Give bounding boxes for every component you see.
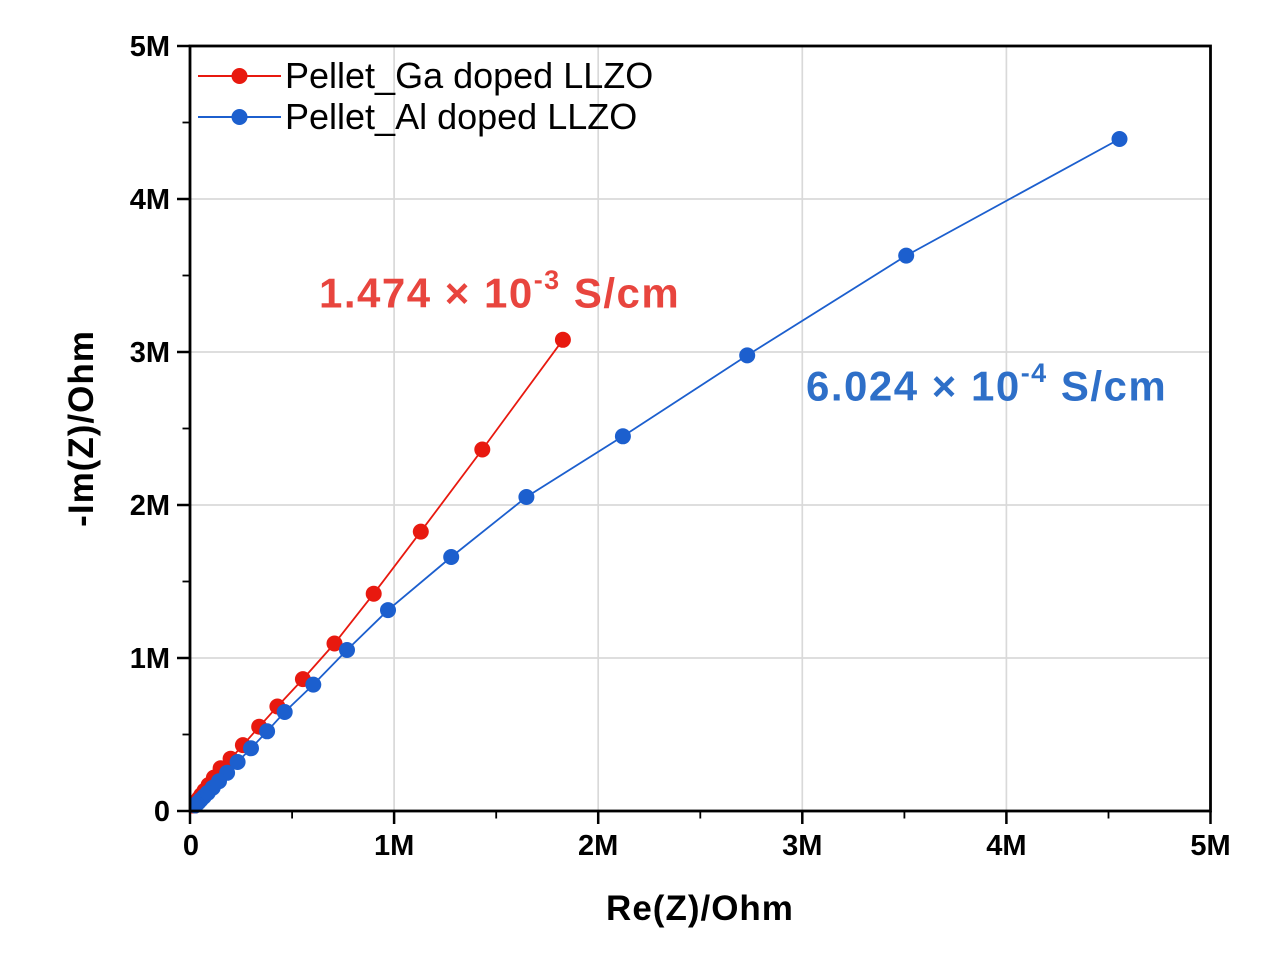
svg-text:4M: 4M xyxy=(130,184,170,216)
svg-text:1M: 1M xyxy=(374,830,414,862)
svg-text:Pellet_Al doped LLZO: Pellet_Al doped LLZO xyxy=(285,96,637,137)
svg-text:0: 0 xyxy=(183,830,199,862)
svg-text:0: 0 xyxy=(154,796,170,828)
svg-text:2M: 2M xyxy=(130,490,170,522)
svg-text:Pellet_Ga doped LLZO: Pellet_Ga doped LLZO xyxy=(285,55,653,96)
svg-text:3M: 3M xyxy=(782,830,822,862)
svg-text:-Im(Z)/Ohm: -Im(Z)/Ohm xyxy=(62,330,101,527)
svg-text:1M: 1M xyxy=(130,643,170,675)
svg-text:5M: 5M xyxy=(130,31,170,63)
svg-text:2M: 2M xyxy=(578,830,618,862)
svg-text:4M: 4M xyxy=(986,830,1026,862)
svg-text:5M: 5M xyxy=(1190,830,1230,862)
svg-text:Re(Z)/Ohm: Re(Z)/Ohm xyxy=(606,889,794,928)
svg-text:1.474 × 10-3 S/cm: 1.474 × 10-3 S/cm xyxy=(319,265,680,317)
svg-text:6.024 × 10-4 S/cm: 6.024 × 10-4 S/cm xyxy=(806,358,1167,410)
svg-text:3M: 3M xyxy=(130,337,170,369)
